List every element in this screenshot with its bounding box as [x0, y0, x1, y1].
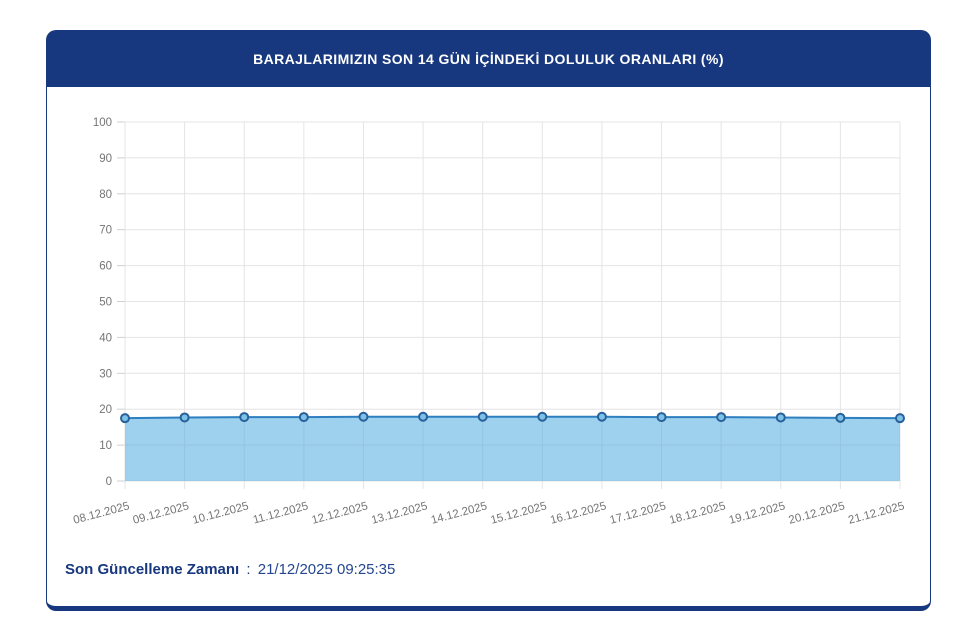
- data-point-09.12.2025[interactable]: [179, 412, 190, 423]
- y-axis-label: 40: [99, 332, 112, 344]
- y-axis-label: 70: [99, 225, 112, 237]
- x-axis-label: 21.12.2025: [847, 500, 906, 526]
- data-point-21.12.2025[interactable]: [895, 413, 905, 424]
- data-point-11.12.2025[interactable]: [298, 412, 309, 423]
- chart-title: BARAJLARIMIZIN SON 14 GÜN İÇİNDEKİ DOLUL…: [253, 51, 724, 67]
- x-axis-label: 17.12.2025: [609, 500, 668, 526]
- x-axis-label: 18.12.2025: [668, 500, 727, 526]
- y-axis-label: 10: [99, 440, 112, 452]
- x-axis-label: 12.12.2025: [311, 500, 370, 526]
- x-axis-label: 11.12.2025: [252, 500, 310, 526]
- x-axis-label: 14.12.2025: [430, 500, 489, 526]
- x-axis-label: 15.12.2025: [489, 500, 548, 526]
- dam-fill-rate-card: BARAJLARIMIZIN SON 14 GÜN İÇİNDEKİ DOLUL…: [46, 30, 931, 611]
- y-axis-label: 100: [93, 117, 112, 129]
- data-point-10.12.2025[interactable]: [239, 412, 250, 423]
- y-axis-label: 0: [106, 476, 112, 488]
- y-axis-label: 20: [99, 404, 112, 416]
- data-point-16.12.2025[interactable]: [596, 411, 607, 422]
- data-point-19.12.2025[interactable]: [775, 412, 786, 423]
- last-update-separator: :: [246, 561, 251, 578]
- x-axis-label: 08.12.2025: [72, 500, 131, 526]
- last-update-row: Son Güncelleme Zamanı : 21/12/2025 09:25…: [47, 547, 930, 578]
- data-point-13.12.2025[interactable]: [418, 411, 429, 422]
- x-axis-label: 09.12.2025: [132, 500, 191, 526]
- y-axis-label: 80: [99, 189, 112, 201]
- data-point-14.12.2025[interactable]: [477, 411, 488, 422]
- y-axis-label: 60: [99, 261, 112, 273]
- x-axis-label: 13.12.2025: [370, 500, 429, 526]
- x-axis-label: 10.12.2025: [191, 500, 250, 526]
- last-update-label: Son Güncelleme Zamanı: [65, 561, 240, 578]
- data-point-15.12.2025[interactable]: [537, 411, 548, 422]
- data-point-17.12.2025[interactable]: [656, 412, 667, 423]
- x-axis-label: 16.12.2025: [549, 500, 608, 526]
- x-axis-label: 20.12.2025: [787, 500, 846, 526]
- chart-area: 0 10 20 30 40 50 60 70 80 90 100 08.12.2025 09.12.20…: [47, 89, 930, 547]
- x-axis-label: 19.12.2025: [728, 500, 787, 526]
- data-point-18.12.2025[interactable]: [716, 412, 727, 423]
- y-axis-label: 50: [99, 297, 112, 309]
- series-line: [124, 415, 901, 420]
- last-update-timestamp: 21/12/2025 09:25:35: [257, 561, 396, 578]
- chart-title-bar: BARAJLARIMIZIN SON 14 GÜN İÇİNDEKİ DOLUL…: [47, 31, 930, 87]
- data-point-20.12.2025[interactable]: [835, 412, 846, 423]
- area-fill: [125, 416, 900, 481]
- data-point-12.12.2025[interactable]: [358, 411, 369, 422]
- y-axis-label: 30: [99, 368, 112, 380]
- data-point-08.12.2025[interactable]: [120, 413, 130, 424]
- y-axis-label: 90: [99, 153, 112, 165]
- fill-rate-area-chart: 0 10 20 30 40 50 60 70 80 90 100 08.12.2025 09.12.20…: [72, 117, 906, 527]
